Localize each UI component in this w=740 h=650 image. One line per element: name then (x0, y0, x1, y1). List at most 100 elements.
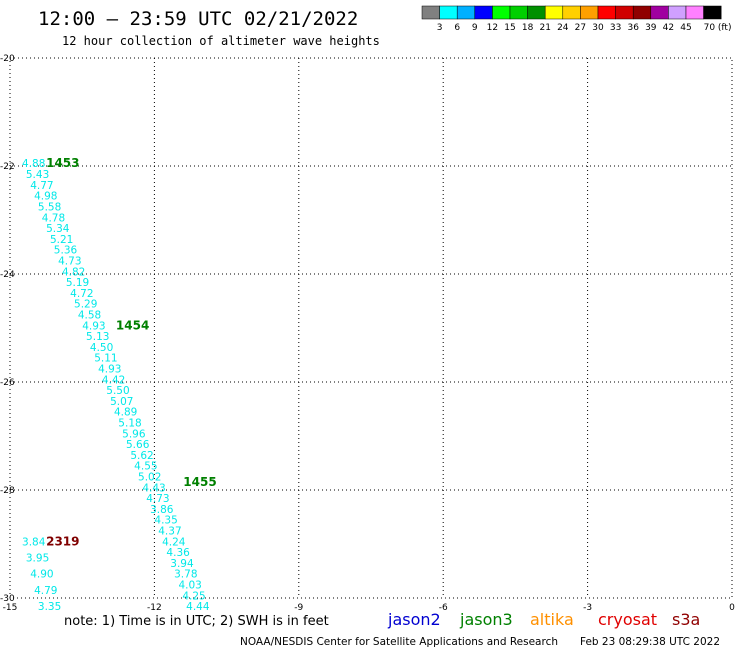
swh-point: 4.88 (22, 158, 45, 170)
swh-point: 5.21 (50, 234, 73, 246)
legend-label: 33 (610, 23, 621, 33)
y-tick-label: -28 (0, 486, 15, 496)
swh-point: 5.19 (66, 277, 89, 289)
legend-label: 3 (437, 23, 443, 33)
legend-label: 18 (522, 23, 534, 33)
chart-title: 12:00 — 23:59 UTC 02/21/2022 (38, 8, 358, 30)
legend-label: 21 (539, 23, 550, 33)
swh-point: 4.98 (34, 191, 57, 203)
swh-point: 4.79 (34, 585, 57, 597)
legend-swatch (650, 5, 669, 20)
legend-swatch (615, 5, 634, 20)
legend-swatch (439, 5, 458, 20)
legend-swatch (580, 5, 599, 20)
swh-point: 4.90 (30, 569, 53, 581)
legend-label: 39 (645, 23, 657, 33)
legend-label: 70 (ft) (704, 23, 732, 33)
legend-swatch (703, 5, 722, 20)
legend-swatch (474, 5, 493, 20)
satellite-name: s3a (672, 610, 700, 629)
time-label: 1455 (183, 475, 216, 489)
legend-swatch (421, 5, 440, 20)
x-tick-label: -3 (583, 603, 592, 613)
grid (10, 58, 732, 598)
swh-point: 5.13 (86, 331, 109, 343)
legend-swatch (509, 5, 528, 20)
satellite-name: jason2 (387, 610, 441, 629)
swh-point: 5.62 (130, 450, 153, 462)
y-tick-label: -26 (0, 378, 15, 388)
legend-swatch (685, 5, 704, 20)
swh-point: 5.50 (106, 385, 129, 397)
swh-point: 5.43 (26, 169, 49, 181)
satellite-name: altika (530, 610, 574, 629)
swh-point: 3.84 (22, 536, 46, 548)
legend-label: 9 (472, 23, 478, 33)
legend-label: 6 (454, 23, 460, 33)
swh-point: 4.73 (58, 256, 81, 268)
y-tick-label: -20 (0, 54, 15, 64)
legend-label: 24 (557, 23, 569, 33)
swh-point: 3.35 (38, 601, 61, 613)
swh-point: 4.93 (82, 320, 105, 332)
swh-point: 4.73 (146, 493, 169, 505)
legend-swatch (668, 5, 687, 20)
plot-frame (9, 57, 733, 599)
footer-credit: NOAA/NESDIS Center for Satellite Applica… (240, 636, 558, 648)
legend-swatch (492, 5, 511, 20)
time-labels: 1453 1454 1455 2319 (46, 156, 217, 549)
swh-point: 4.78 (42, 212, 65, 224)
footer-note: note: 1) Time is in UTC; 2) SWH is in fe… (64, 614, 329, 629)
swh-point: 4.89 (114, 407, 137, 419)
swh-point: 5.96 (122, 428, 146, 440)
time-label: 2319 (46, 534, 79, 548)
legend-label: 12 (487, 23, 498, 33)
swh-point: 4.25 (182, 590, 205, 602)
swh-point: 5.58 (38, 202, 61, 214)
swh-point: 3.78 (174, 569, 197, 581)
swh-point: 4.36 (166, 547, 190, 559)
swh-point: 4.50 (90, 342, 113, 354)
swh-point: 4.93 (98, 364, 121, 376)
legend-label: 45 (680, 23, 691, 33)
swh-point: 4.44 (186, 601, 210, 613)
legend-swatch (456, 5, 476, 20)
swh-point: 4.77 (30, 180, 53, 192)
time-label: 1454 (116, 318, 149, 332)
x-tick-label: 0 (729, 603, 735, 613)
swh-point: 5.11 (94, 353, 117, 365)
legend-label: 30 (592, 23, 604, 33)
x-tick-label: -9 (294, 603, 303, 613)
swh-point: 4.37 (158, 526, 181, 538)
legend-label: 15 (504, 23, 515, 33)
y-tick-label: -30 (0, 594, 15, 604)
data-points: 4.885.434.774.985.584.785.345.215.364.73… (22, 158, 210, 613)
swh-point: 5.02 (138, 472, 161, 484)
legend-swatch (632, 5, 652, 20)
time-label: 1453 (46, 156, 79, 170)
color-legend: 3 6 9 12 15 18 21 24 27 30 33 36 39 42 45 70 (ft) (421, 5, 732, 33)
swh-point: 4.35 (154, 515, 177, 527)
swh-point: 5.36 (54, 245, 78, 257)
x-tick-label: -15 (3, 603, 18, 613)
footer-timestamp: Feb 23 08:29:38 UTC 2022 (580, 636, 720, 648)
legend-swatch (597, 5, 616, 20)
swh-point: 4.55 (134, 461, 157, 473)
swh-point: 4.72 (70, 288, 93, 300)
legend-label: 42 (663, 23, 674, 33)
swh-point: 5.07 (110, 396, 133, 408)
axes: -15 -12 -9 -6 -3 0-20-22-24-26-28-30 (0, 54, 735, 613)
legend-swatch (527, 5, 546, 20)
swh-point: 4.24 (162, 536, 186, 548)
y-tick-label: -22 (0, 162, 15, 172)
x-tick-label: -12 (147, 603, 162, 613)
legend-swatch (562, 5, 581, 20)
swh-point: 4.58 (78, 310, 101, 322)
swh-point: 5.18 (118, 418, 141, 430)
y-tick-label: -24 (0, 270, 15, 280)
swh-point: 4.03 (178, 580, 201, 592)
swh-point: 5.34 (46, 223, 70, 235)
legend-label: 36 (627, 23, 639, 33)
legend-swatch (544, 5, 564, 20)
